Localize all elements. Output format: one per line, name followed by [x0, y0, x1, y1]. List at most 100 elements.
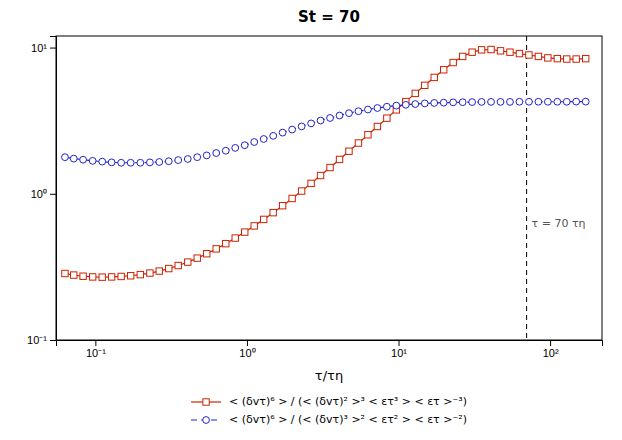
point [127, 273, 133, 279]
point [440, 67, 446, 73]
legend: < (δvτ)⁶ > / (< (δvτ)² >³ < ετ³ > < ετ >… [191, 395, 467, 426]
point [422, 82, 428, 88]
point [289, 126, 296, 133]
point [108, 274, 114, 280]
x-tick-mark [95, 340, 96, 346]
plot-root: 10⁻¹10⁰10¹10²10⁻¹10⁰10¹τ = 70 τη [27, 36, 602, 359]
point [365, 106, 372, 113]
point [146, 159, 153, 166]
point [374, 123, 380, 129]
point [204, 251, 210, 257]
x-tick: 10⁻¹ [86, 340, 106, 359]
point [365, 132, 371, 138]
point [336, 112, 343, 119]
point [213, 150, 220, 157]
point [317, 117, 324, 124]
point [573, 56, 579, 62]
series [62, 46, 589, 280]
x-tick: 10¹ [391, 340, 407, 359]
point [535, 53, 541, 59]
x-tick: 10⁰ [239, 340, 255, 359]
point [488, 99, 495, 106]
series [62, 98, 590, 166]
point [402, 101, 409, 108]
point [450, 59, 456, 65]
y-axis: 10⁻¹10⁰10¹ [27, 37, 56, 347]
point [137, 159, 144, 166]
x-tick-mark [247, 340, 248, 346]
point [478, 47, 484, 53]
point [108, 159, 115, 166]
point [222, 147, 229, 154]
point [251, 139, 258, 146]
x-tick-mark [399, 340, 400, 346]
point [582, 55, 588, 61]
point [526, 98, 533, 105]
point [232, 144, 239, 151]
y-tick-mark [50, 194, 56, 195]
point [213, 246, 219, 252]
legend-swatch-marker [203, 399, 209, 405]
chart-svg: 10⁻¹10⁰10¹10²10⁻¹10⁰10¹τ = 70 τηSt = 70τ… [0, 0, 622, 440]
point [270, 209, 276, 215]
legend-item: < (δvτ)⁶ > / (< (δvτ)³ >² < ετ² > < ετ >… [191, 413, 467, 426]
x-tick-label: 10¹ [391, 347, 407, 359]
point [308, 120, 315, 127]
point [223, 240, 229, 246]
point [488, 46, 494, 52]
point [346, 148, 352, 154]
point [507, 99, 514, 106]
point [175, 157, 182, 164]
point [497, 99, 504, 106]
point [308, 180, 314, 186]
point [99, 158, 106, 165]
point [62, 154, 69, 161]
point [327, 115, 334, 122]
point [564, 56, 570, 62]
point [298, 123, 305, 130]
point [241, 142, 248, 149]
y-tick-label: 10⁰ [31, 188, 47, 200]
point [469, 99, 476, 106]
x-tick: 10² [543, 340, 559, 359]
point [573, 98, 580, 105]
legend-item: < (δvτ)⁶ > / (< (δvτ)² >³ < ετ³ > < ετ >… [191, 395, 467, 408]
plot-area [62, 36, 590, 340]
x-axis-line [57, 341, 603, 347]
point [544, 98, 551, 105]
point [336, 156, 342, 162]
x-axis: 10⁻¹ 10⁰ 10¹ 10² [57, 340, 603, 359]
point [393, 102, 400, 109]
point [507, 49, 513, 55]
point [459, 99, 466, 106]
point [327, 164, 333, 170]
point [279, 202, 285, 208]
point [563, 98, 570, 105]
point [175, 262, 181, 268]
point [156, 268, 162, 274]
x-tick-label: 10⁰ [239, 347, 255, 359]
point [62, 270, 68, 276]
point [545, 55, 551, 61]
point [127, 159, 134, 166]
point [251, 223, 257, 229]
point [71, 272, 77, 278]
point [554, 55, 560, 61]
point [194, 154, 201, 161]
plot-frame [56, 36, 602, 340]
y-tick-label: 10⁻¹ [27, 334, 47, 346]
vline [526, 36, 527, 340]
y-tick-mark [50, 340, 56, 341]
point [317, 172, 323, 178]
point [137, 271, 143, 277]
point [165, 158, 172, 165]
point [156, 159, 163, 166]
point [450, 99, 457, 106]
point [232, 235, 238, 241]
point [80, 273, 86, 279]
point [374, 105, 381, 112]
point [184, 156, 191, 163]
point [535, 98, 542, 105]
y-tick: 10⁰ [31, 188, 56, 200]
point [118, 159, 125, 166]
